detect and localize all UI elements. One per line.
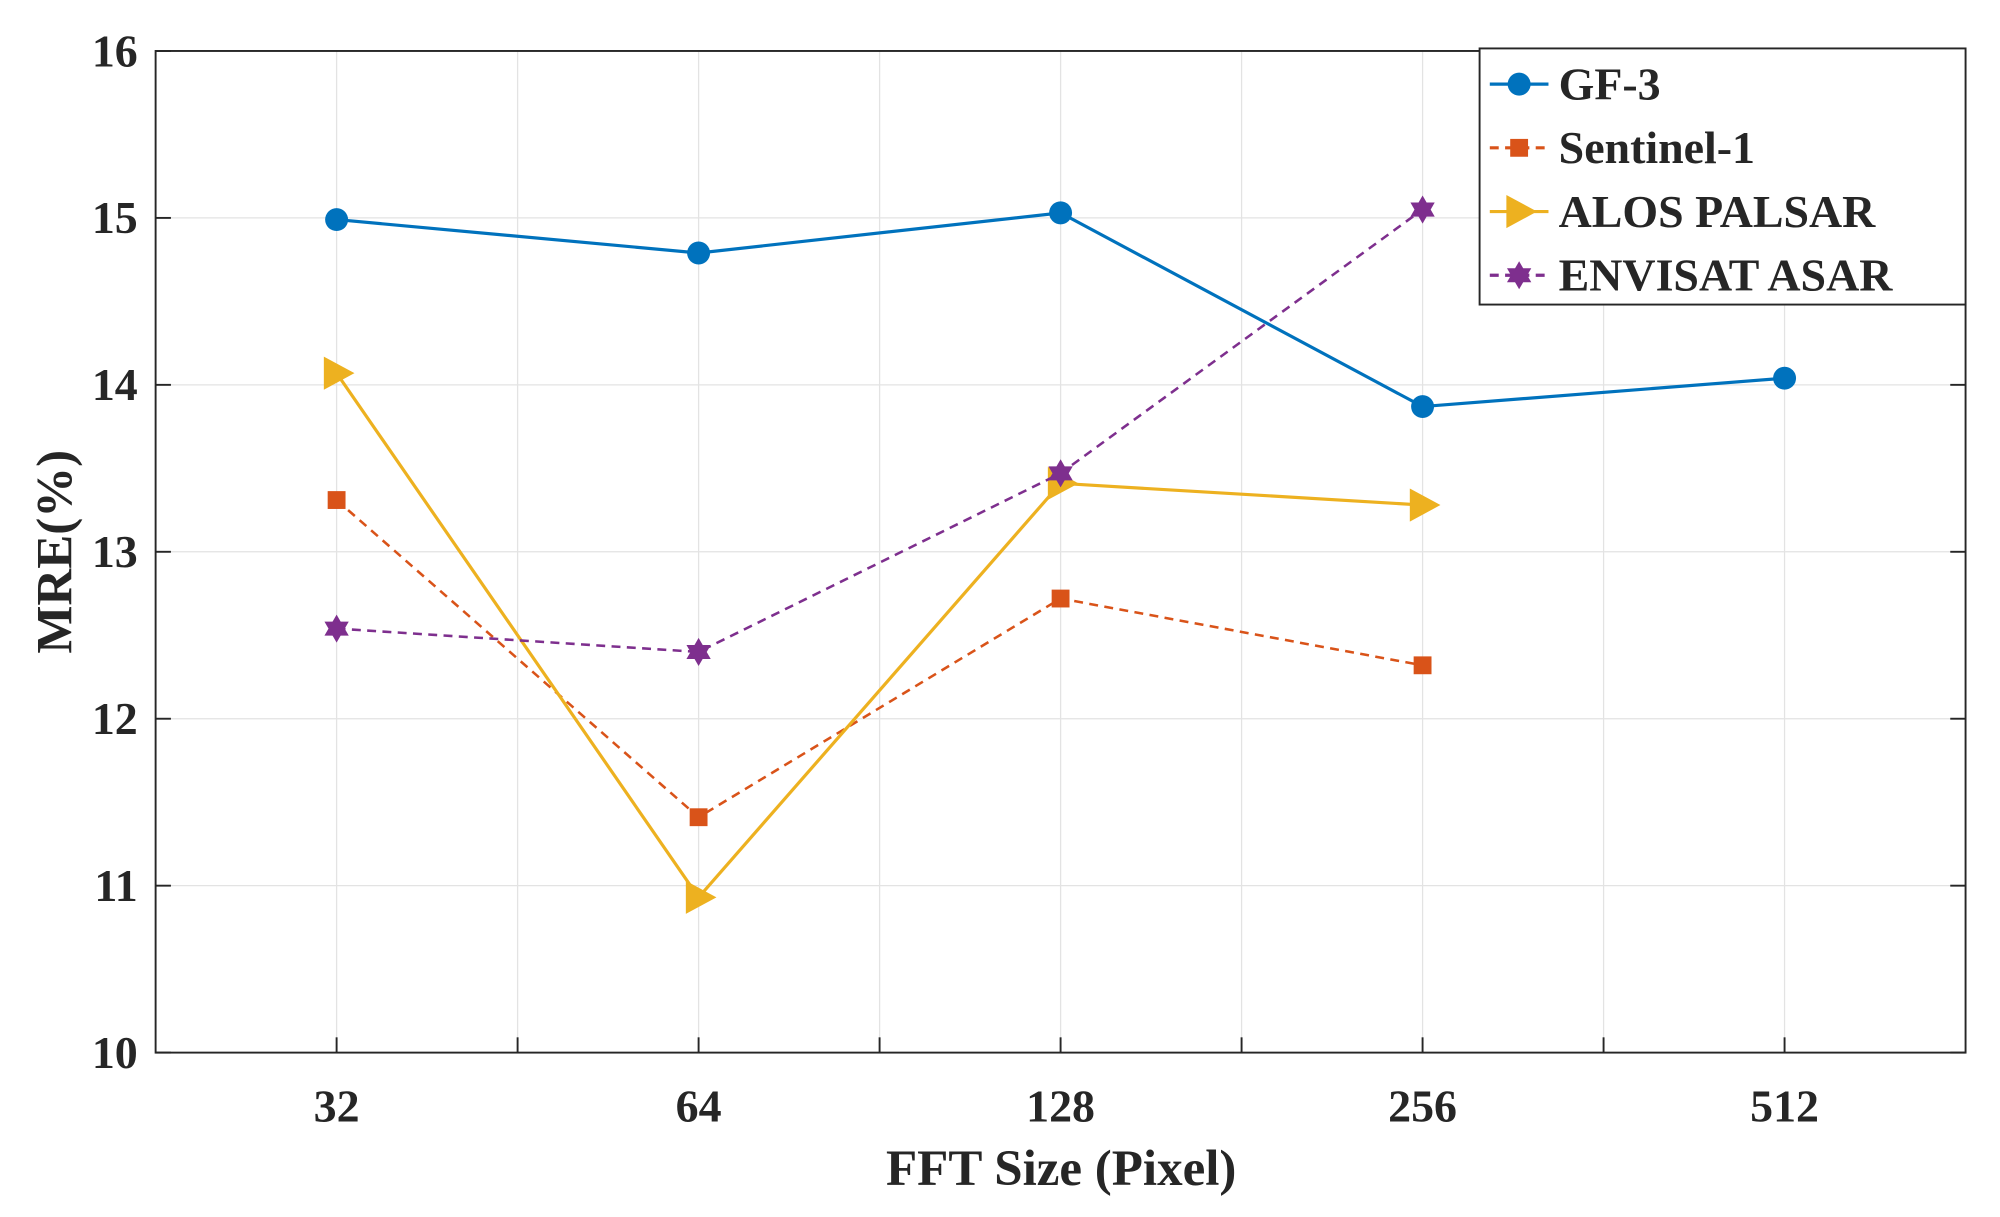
data-point-alos-palsar [323, 356, 355, 390]
data-point-sentinel-1 [327, 491, 346, 509]
y-tick-label: 16 [92, 25, 138, 76]
legend-box [1478, 47, 1967, 306]
data-point-gf-3 [1773, 366, 1797, 390]
axis-ticks: 32 64 128 256 512 10 11 12 13 14 15 16 [92, 25, 1966, 1131]
y-tick-label: 13 [92, 526, 138, 577]
data-point-gf-3 [1049, 201, 1073, 225]
hexagram-part [1410, 202, 1435, 224]
legend-marker [1510, 138, 1529, 157]
hexagram-part [324, 621, 349, 643]
series-group [323, 195, 1797, 914]
data-point-gf-3 [687, 241, 711, 265]
legend-label: ENVISAT ASAR [1559, 250, 1894, 301]
data-point-envisat-asar [324, 614, 349, 643]
legend-marker [1506, 261, 1532, 290]
y-tick-label: 10 [92, 1027, 138, 1078]
legend-item-gf-3: GF-3 [1489, 58, 1661, 109]
y-tick-label: 11 [94, 860, 137, 911]
data-point-gf-3 [1411, 395, 1435, 419]
legend-label: Sentinel-1 [1559, 122, 1755, 173]
data-point-gf-3 [325, 208, 349, 232]
data-point-envisat-asar [686, 637, 711, 666]
x-tick-label: 128 [1026, 1080, 1095, 1131]
x-tick-label: 256 [1388, 1080, 1457, 1131]
legend-item-alos-palsar: ALOS PALSAR [1489, 186, 1877, 237]
hexagram-part [1048, 466, 1073, 488]
legend-marker [1506, 194, 1537, 229]
legend-item-sentinel-1: Sentinel-1 [1489, 122, 1755, 173]
series-line-sentinel-1 [335, 499, 1423, 819]
series-envisat-asar [324, 195, 1435, 666]
y-tick-label: 12 [92, 693, 138, 744]
hexagram-part [1506, 268, 1532, 290]
y-axis-label: MRE(%) [27, 450, 83, 654]
data-point-alos-palsar [1409, 488, 1441, 522]
series-line-alos-palsar [335, 372, 1423, 900]
legend-label: ALOS PALSAR [1559, 186, 1877, 237]
data-point-envisat-asar [1410, 195, 1435, 224]
legend-item-envisat-asar: ENVISAT ASAR [1489, 250, 1894, 301]
y-tick-label: 14 [92, 359, 138, 410]
data-point-alos-palsar [685, 880, 717, 914]
data-point-envisat-asar [1048, 459, 1073, 488]
series-gf-3 [325, 201, 1797, 419]
legend: GF-3 Sentinel-1 ALOS PALSAR ENVISAT ASAR [1478, 47, 1967, 306]
data-point-sentinel-1 [689, 808, 708, 827]
x-tick-label: 32 [314, 1080, 360, 1131]
data-point-sentinel-1 [1413, 656, 1432, 675]
legend-marker [1507, 72, 1531, 96]
x-tick-label: 512 [1750, 1080, 1819, 1131]
y-tick-label: 15 [92, 192, 138, 243]
hexagram-part [686, 644, 711, 666]
data-point-sentinel-1 [1051, 589, 1070, 608]
x-axis-label: FFT Size (Pixel) [886, 1141, 1236, 1197]
x-tick-label: 64 [676, 1080, 722, 1131]
series-sentinel-1 [327, 491, 1432, 827]
legend-label: GF-3 [1559, 58, 1661, 109]
